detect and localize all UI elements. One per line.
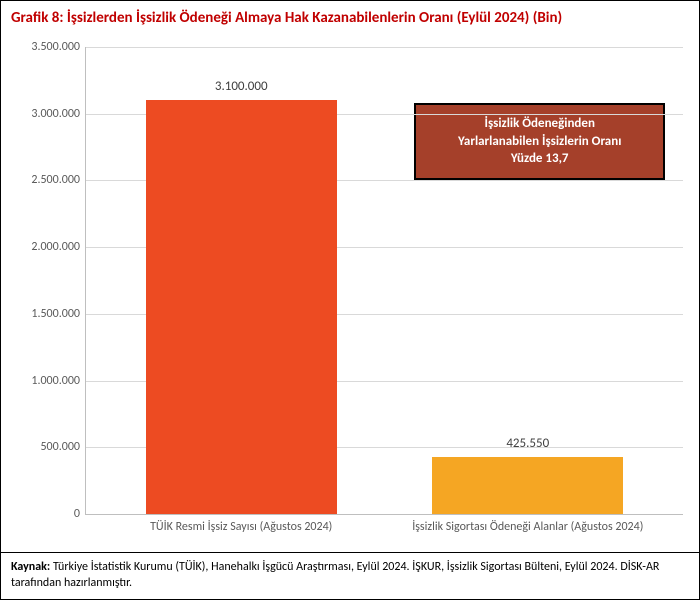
y-tick-label: 3.500.000 xyxy=(31,40,86,54)
bar: 3.100.000 xyxy=(146,100,337,514)
chart-frame: Grafik 8: İşsizlerden İşsizlik Ödeneği A… xyxy=(0,0,700,600)
y-tick-label: 500.000 xyxy=(40,440,86,454)
chart-area: İşsizlik ÖdeneğindenYarlarlanabilen İşsi… xyxy=(11,35,689,543)
y-tick-label: 2.500.000 xyxy=(31,173,86,187)
source-label: Kaynak: xyxy=(11,560,50,574)
grid-line xyxy=(86,47,683,48)
x-category-label: TÜİK Resmi İşsiz Sayısı (Ağustos 2024) xyxy=(98,514,385,534)
callout-line: İşsizlik Ödeneğinden xyxy=(430,115,649,133)
source-line: Kaynak: Türkiye İstatistik Kurumu (TÜİK)… xyxy=(1,552,699,599)
y-tick-label: 3.000.000 xyxy=(31,107,86,121)
y-tick-label: 0 xyxy=(74,507,86,521)
bar-value-label: 425.550 xyxy=(432,436,623,451)
plot-area: İşsizlik ÖdeneğindenYarlarlanabilen İşsi… xyxy=(85,47,683,515)
x-category-label: İşsizlik Sigortası Ödeneği Alanlar (Ağus… xyxy=(385,514,672,534)
callout-line: Yüzde 13,7 xyxy=(430,150,649,168)
y-tick-label: 1.000.000 xyxy=(31,374,86,388)
chart-title: Grafik 8: İşsizlerden İşsizlik Ödeneği A… xyxy=(1,1,699,31)
y-tick-label: 2.000.000 xyxy=(31,240,86,254)
bar: 425.550 xyxy=(432,457,623,514)
source-text: Türkiye İstatistik Kurumu (TÜİK), Haneha… xyxy=(11,560,659,590)
callout-line: Yarlarlanabilen İşsizlerin Oranı xyxy=(430,133,649,151)
bar-value-label: 3.100.000 xyxy=(146,79,337,94)
y-tick-label: 1.500.000 xyxy=(31,307,86,321)
